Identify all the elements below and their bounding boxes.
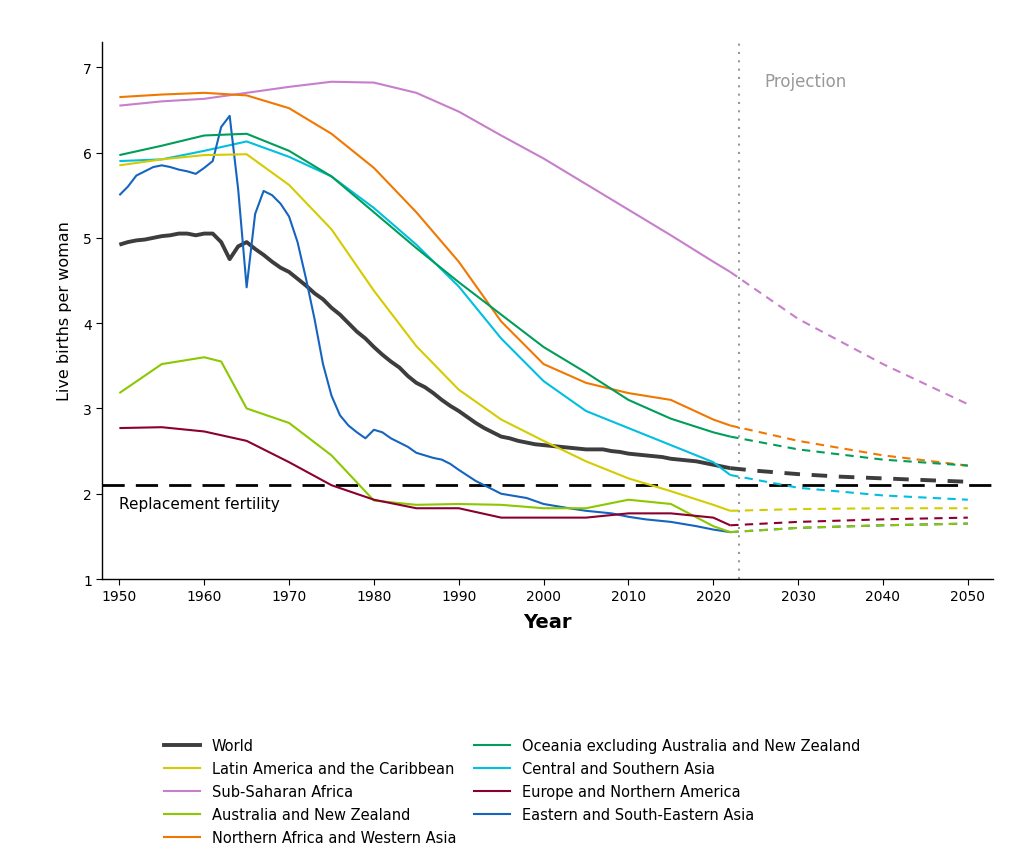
- Text: Replacement fertility: Replacement fertility: [120, 497, 281, 512]
- Text: Projection: Projection: [764, 72, 847, 90]
- Y-axis label: Live births per woman: Live births per woman: [57, 222, 72, 400]
- Legend: World, Latin America and the Caribbean, Sub-Saharan Africa, Australia and New Ze: World, Latin America and the Caribbean, …: [164, 738, 860, 844]
- X-axis label: Year: Year: [523, 612, 572, 631]
